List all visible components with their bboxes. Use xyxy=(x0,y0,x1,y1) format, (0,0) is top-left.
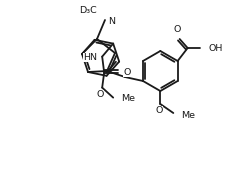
Text: N: N xyxy=(108,17,115,26)
Text: D₃C: D₃C xyxy=(79,6,97,15)
Text: O: O xyxy=(173,25,181,34)
Text: O: O xyxy=(123,68,130,77)
Text: O: O xyxy=(155,106,162,115)
Text: Me: Me xyxy=(181,111,195,120)
Text: O: O xyxy=(96,90,103,99)
Text: OH: OH xyxy=(208,44,222,53)
Text: HN: HN xyxy=(83,53,97,62)
Text: Me: Me xyxy=(121,94,135,103)
